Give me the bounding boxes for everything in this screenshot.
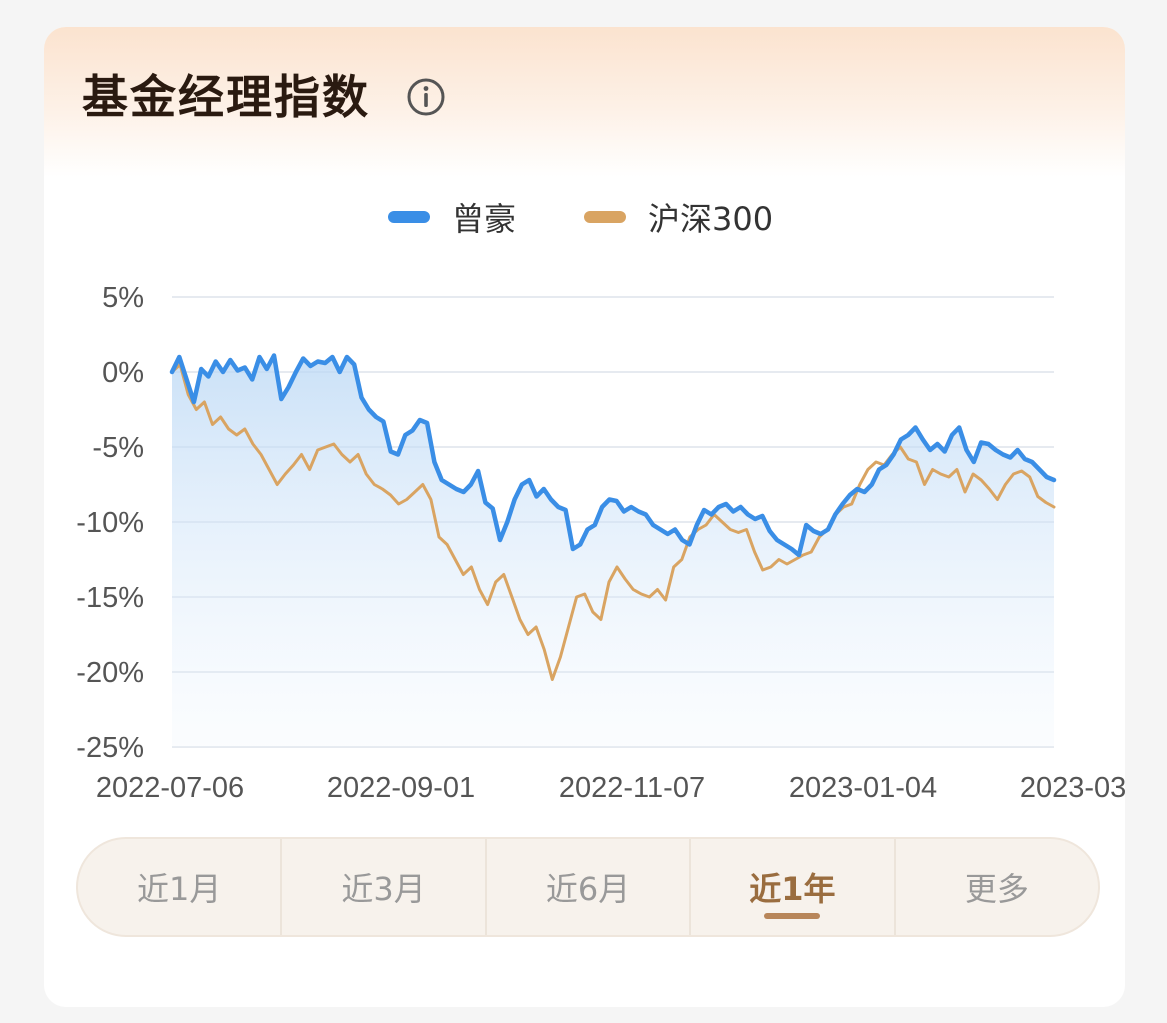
tab-label: 更多 — [964, 870, 1029, 908]
tab-label: 近3月 — [341, 870, 426, 908]
page-title: 基金经理指数 — [82, 70, 370, 124]
tab-label: 近6月 — [545, 870, 631, 908]
fund-manager-index-card: 基金经理指数 曾豪 沪深300 5% 0% -5% -10% -15% -20% -25% … — [44, 27, 1125, 1007]
tab-label: 近1月 — [137, 870, 222, 908]
line-chart: 5% 0% -5% -10% -15% -20% -25% 2022-07-06 2022-0… — [76, 282, 1125, 804]
x-tick-label: 2023-01-04 — [789, 772, 937, 804]
tab-1-month[interactable]: 近1月 — [78, 839, 283, 935]
x-tick-label: 2023-03-09 — [1020, 772, 1125, 804]
legend-swatch-benchmark — [584, 211, 626, 223]
y-tick-label: -10% — [76, 507, 144, 539]
x-tick-label: 2022-07-06 — [96, 772, 244, 804]
y-tick-label: -15% — [76, 582, 144, 614]
legend-label-manager: 曾豪 — [452, 200, 517, 238]
card-header-background — [44, 27, 1125, 177]
legend-label-benchmark: 沪深300 — [648, 200, 774, 238]
series-line-benchmark — [170, 363, 1056, 681]
tab-label: 近1年 — [749, 870, 836, 908]
tab-6-months[interactable]: 近6月 — [487, 839, 692, 935]
chart-legend: 曾豪 沪深300 — [44, 192, 1125, 242]
x-tick-label: 2022-09-01 — [327, 772, 475, 804]
tab-more[interactable]: 更多 — [896, 839, 1098, 935]
legend-swatch-manager — [388, 211, 430, 223]
y-tick-label: -5% — [92, 432, 144, 464]
series-line-manager — [169, 353, 1057, 558]
legend-item-manager[interactable]: 曾豪 — [388, 192, 516, 242]
period-tabs: 近1月 近3月 近6月 近1年 更多 — [76, 837, 1100, 937]
y-tick-label: -20% — [76, 657, 144, 689]
x-tick-label: 2022-11-07 — [559, 772, 705, 804]
legend-item-benchmark[interactable]: 沪深300 — [584, 192, 773, 242]
y-tick-label: 0% — [102, 357, 144, 389]
y-tick-label: 5% — [102, 282, 144, 314]
info-circle-icon[interactable] — [406, 77, 446, 117]
y-tick-label: -25% — [76, 732, 144, 764]
series-area-manager — [172, 355, 1054, 747]
tab-3-months[interactable]: 近3月 — [282, 839, 487, 935]
tab-1-year[interactable]: 近1年 — [691, 839, 896, 935]
active-tab-indicator — [764, 913, 821, 919]
